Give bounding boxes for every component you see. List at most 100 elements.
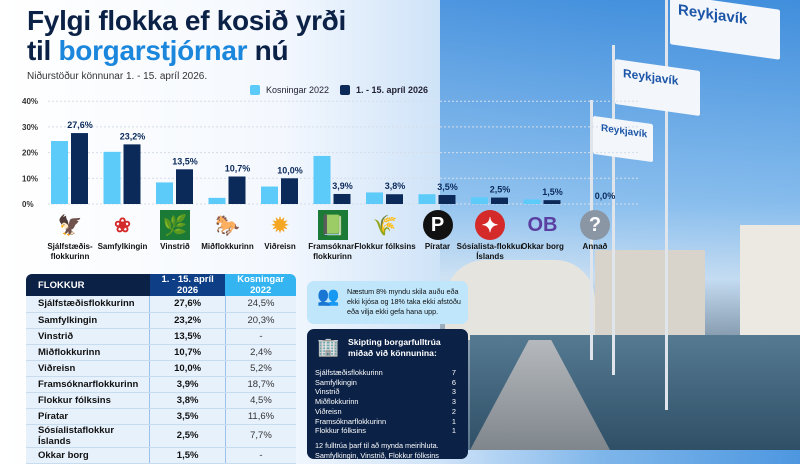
seat-count: 3: [451, 397, 456, 407]
y-tick-label: 40%: [22, 97, 38, 106]
y-tick-label: 30%: [22, 123, 38, 132]
value-2022: 7,7%: [225, 424, 296, 448]
question-icon: ?: [580, 210, 610, 240]
party-name: Framsóknarflokkurinn: [26, 376, 150, 393]
seat-row: Vinstrið 3: [315, 387, 460, 397]
subtitle: Niðurstöður könnunar 1. - 15. apríl 2026…: [27, 71, 208, 82]
header-2026: 1. - 15. apríl 2026: [149, 274, 226, 296]
seat-count: 3: [451, 387, 456, 397]
value-2022: 24,5%: [225, 296, 296, 313]
value-2026: 3,8%: [149, 392, 226, 409]
party-label: Okkar borg: [521, 242, 564, 251]
value-2026: 3,5%: [149, 408, 226, 425]
seat-party: Sjálfstæðisflokkurinn: [315, 368, 383, 377]
bar-2022: [313, 155, 331, 204]
party-label: Framsóknar-flokkurinn: [308, 242, 357, 261]
star-person-icon: ✦: [475, 210, 505, 240]
value-2026: 2,5%: [149, 424, 226, 448]
party-label: Flokkur fólksins: [354, 242, 416, 251]
seat-row: Viðreisn 2: [315, 407, 460, 417]
data-label: 10,7%: [225, 164, 251, 174]
data-label: 27,6%: [67, 120, 93, 130]
seat-row: Flokkur fólksins 1: [315, 426, 460, 436]
value-2026: 13,5%: [149, 328, 226, 345]
bar-2022: [51, 141, 68, 204]
value-2022: 2,4%: [225, 344, 296, 361]
party-name: Samfylkingin: [26, 312, 150, 329]
party-label: Píratar: [424, 242, 451, 251]
y-tick-label: 20%: [22, 149, 38, 158]
data-label: 2,5%: [490, 185, 511, 195]
party-name: Flokkur fólksins: [26, 392, 150, 409]
legend-item-2022: Kosningar 2022: [250, 85, 329, 95]
table-row: Samfylkingin 23,2% 20,3%: [26, 312, 296, 329]
bar-2026: [438, 195, 456, 204]
seat-distribution-card: 🏢 Skipting borgarfulltrúa miðað við könn…: [307, 329, 468, 460]
party-name: Okkar borg: [26, 447, 150, 464]
party-name: Sjálfstæðisflokkurinn: [26, 296, 150, 313]
bar-2026: [123, 144, 141, 204]
value-2026: 23,2%: [149, 312, 226, 329]
title-highlight: borgarstjórnar: [58, 35, 248, 66]
pirate-p-icon: P: [422, 210, 453, 240]
table-row: Píratar 3,5% 11,6%: [26, 408, 296, 425]
value-2026: 3,9%: [149, 376, 226, 393]
bar-2022: [156, 182, 173, 204]
people-group-icon: 👥: [317, 286, 340, 306]
bar-2026: [333, 193, 351, 204]
eagle-icon: 🦅: [57, 214, 83, 237]
bar-2026: [71, 133, 88, 204]
y-tick-label: 10%: [22, 174, 38, 183]
legend-swatch: [250, 85, 260, 95]
bar-2022: [471, 197, 488, 204]
value-2026: 10,7%: [149, 344, 226, 361]
value-2026: 10,0%: [149, 360, 226, 377]
seat-party: Miðflokkurinn: [315, 397, 359, 407]
value-2022: -: [225, 447, 296, 464]
data-label: 10,0%: [277, 165, 303, 175]
party-name: Píratar: [26, 408, 150, 425]
seat-count: 2: [451, 406, 456, 416]
legend-item-2026: 1. - 15. apríl 2026: [340, 85, 428, 95]
table-row: Okkar borg 1,5% -: [26, 447, 296, 464]
party-label: Annað: [582, 242, 608, 251]
rose-icon: ❀: [114, 214, 131, 237]
bar-2026: [491, 197, 508, 204]
seat-row: Framsóknarflokkurinn 1: [315, 417, 460, 427]
value-2022: 5,2%: [225, 360, 296, 377]
bar-2022: [208, 197, 226, 204]
leaf-icon: 🌿: [160, 210, 190, 240]
seat-party: Flokkur fólksins: [315, 426, 366, 436]
value-2022: 4,5%: [225, 392, 296, 409]
bar-2022: [103, 151, 121, 204]
bar-2022: [261, 186, 278, 204]
results-table: FLOKKUR 1. - 15. apríl 2026 Kosningar 20…: [26, 274, 296, 464]
data-label: 3,9%: [332, 181, 353, 191]
party-name: Viðreisn: [26, 360, 150, 377]
bar-2026: [543, 200, 561, 204]
seat-row: Sjálfstæðisflokkurinn 7: [315, 368, 460, 378]
book-icon: 📗: [317, 210, 348, 240]
wheat-icon: 🌾: [372, 214, 398, 237]
party-label: Miðflokkurinn: [201, 242, 254, 251]
seat-party: Vinstrið: [315, 387, 340, 397]
data-label: 23,2%: [120, 131, 146, 141]
header-2022: Kosningar 2022: [225, 274, 296, 296]
data-label: 13,5%: [172, 156, 198, 166]
abstention-note: 👥 Næstum 8% myndu skila auðu eða ekki kj…: [307, 281, 468, 324]
data-label: 0,0%: [595, 191, 616, 201]
seat-count: 7: [451, 368, 456, 377]
seat-count: 1: [451, 426, 456, 436]
seats-footer: 12 fulltrúa þarf til að mynda meirihluta…: [315, 440, 439, 460]
bar-2026: [176, 169, 193, 204]
value-2022: -: [225, 328, 296, 345]
seat-count: 6: [451, 377, 456, 387]
bar-2022: [366, 192, 383, 204]
seats-title: Skipting borgarfulltrúa miðað við könnun…: [348, 337, 441, 358]
horse-icon: 🐎: [215, 214, 240, 237]
table-row: Framsóknarflokkurinn 3,9% 18,7%: [26, 376, 296, 393]
seat-party: Viðreisn: [315, 406, 342, 416]
seat-row: Miðflokkurinn 3: [315, 397, 460, 407]
party-label: Samfylkingin: [97, 242, 148, 251]
value-2026: 27,6%: [149, 296, 226, 313]
